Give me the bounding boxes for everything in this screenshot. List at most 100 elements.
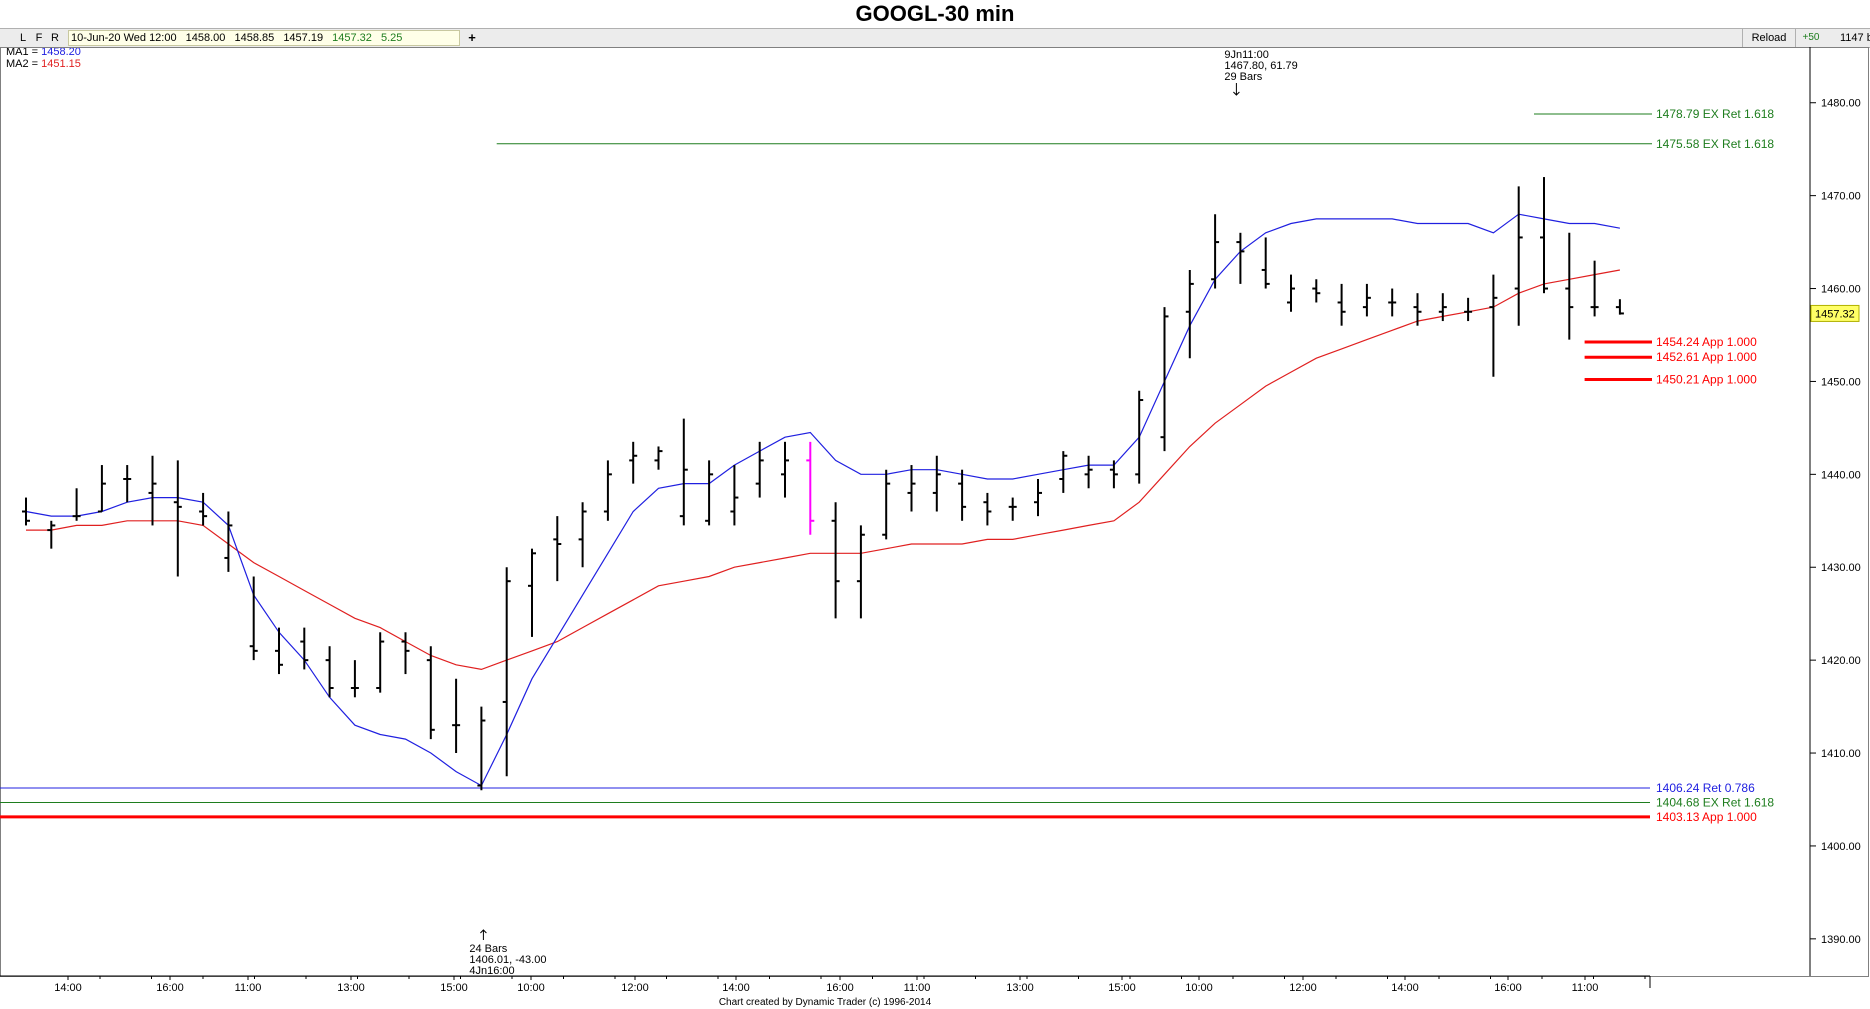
ohlc-bar: [452, 678, 461, 754]
ohlc-bar: [1489, 274, 1498, 377]
ohlc-bar: [1008, 497, 1017, 521]
ohlc-bar: [781, 441, 789, 498]
y-tick-label: 1440.00: [1821, 469, 1861, 481]
ohlc-bar: [654, 446, 663, 470]
x-tick-label: 13:00: [1006, 982, 1034, 994]
x-tick-label: 10:00: [517, 982, 545, 994]
swing-high-annotation-text: 9Jn11:00: [1224, 49, 1268, 61]
ma1-legend: MA1 = 1458.20: [6, 46, 81, 58]
last-price-box: [1810, 304, 1860, 322]
ohlc-bar: [47, 520, 56, 549]
y-tick-label: 1390.00: [1821, 934, 1861, 946]
ohlc-bar: [730, 465, 739, 526]
ohlc-bar: [755, 441, 764, 498]
ohlc-bar: [350, 660, 359, 698]
level-label: 1478.79 EX Ret 1.618: [1656, 107, 1774, 121]
quote-high: 1458.85: [234, 32, 275, 44]
quote-close: 1457.32: [332, 32, 372, 44]
quote-date: 10-Jun-20 Wed 12:00: [71, 32, 177, 44]
y-tick-label: 1420.00: [1821, 655, 1861, 667]
ohlc-bar: [932, 455, 941, 512]
swing-high-annotation-text: 1467.80, 61.79: [1224, 60, 1297, 72]
quote-open: 1458.00: [185, 32, 226, 44]
ohlc-bar: [1337, 283, 1346, 326]
ohlc-bar: [401, 632, 410, 675]
down-arrow-icon: [1233, 83, 1240, 96]
ohlc-bar: [1034, 478, 1042, 517]
ohlc-bar: [983, 492, 992, 526]
chart-footer: Chart created by Dynamic Trader (c) 1996…: [718, 997, 932, 1008]
x-tick-label: 12:00: [1289, 982, 1317, 994]
ohlc-bar: [426, 646, 435, 740]
ohlc-bar: [1565, 232, 1574, 340]
ohlc-bar: [173, 460, 182, 577]
ohlc-bar: [249, 576, 258, 661]
ohlc-bar: [578, 502, 587, 568]
x-tick-label: 11:00: [904, 982, 931, 994]
ohlc-bar: [300, 627, 309, 670]
ohlc-bar: [528, 548, 536, 637]
x-tick-label: 11:00: [1572, 982, 1599, 994]
x-tick-label: 12:00: [621, 982, 649, 994]
add-button[interactable]: +: [468, 30, 476, 45]
ohlc-bar: [1590, 260, 1599, 317]
ohlc-bar: [1388, 288, 1397, 317]
ohlc-bar: [705, 460, 714, 526]
ohlc-bar: [958, 469, 967, 521]
ohlc-bar: [1514, 186, 1523, 326]
x-tick-label: 15:00: [440, 982, 468, 994]
ohlc-bar: [477, 706, 486, 791]
ohlc-bar: [72, 488, 81, 521]
ohlc-bar: [1185, 269, 1194, 359]
reload-button[interactable]: Reload: [1742, 29, 1796, 47]
y-tick-label: 1480.00: [1821, 98, 1861, 110]
x-tick-label: 14:00: [54, 982, 82, 994]
up-arrow-icon: [480, 929, 487, 940]
y-tick-label: 1470.00: [1821, 191, 1861, 203]
ma2-label: MA2 =: [6, 58, 42, 70]
ohlc-bar: [856, 525, 865, 619]
level-label: 1452.61 App 1.000: [1656, 350, 1757, 364]
ohlc-bar: [907, 465, 916, 512]
x-tick-label: 14:00: [1391, 982, 1419, 994]
ohlc-bar: [22, 497, 30, 526]
ohlc-bar: [1438, 293, 1447, 322]
y-tick-label: 1400.00: [1821, 841, 1861, 853]
ohlc-bar: [1109, 460, 1118, 489]
quote-box: 10-Jun-20 Wed 12:00 1458.00 1458.85 1457…: [68, 30, 460, 46]
level-label: 1450.21 App 1.000: [1656, 372, 1757, 386]
y-tick-label: 1460.00: [1821, 284, 1861, 296]
ma1-line: [25, 213, 1621, 787]
ohlc-bar: [1084, 455, 1093, 489]
ohlc-bar: [1615, 299, 1624, 315]
ma1-label: MA1 =: [6, 46, 42, 58]
ma2-line: [26, 269, 1621, 671]
ohlc-bar: [679, 418, 688, 526]
level-label: 1403.13 App 1.000: [1656, 810, 1757, 824]
y-tick-label: 1410.00: [1821, 748, 1861, 760]
ohlc-bar: [1540, 177, 1548, 294]
bar-count: 1147 bar: [1840, 32, 1870, 44]
level-label: 1406.24 Ret 0.786: [1656, 781, 1755, 795]
swing-low-annotation-text: 24 Bars: [469, 943, 507, 955]
ohlc-bar: [553, 516, 562, 582]
level-label: 1454.24 App 1.000: [1656, 335, 1757, 349]
ohlc-bar: [1236, 232, 1245, 284]
ohlc-bar: [1211, 214, 1220, 289]
ohlc-bar: [1287, 274, 1295, 312]
ohlc-bar: [224, 511, 233, 572]
step-button[interactable]: +50: [1802, 32, 1820, 43]
ohlc-bar: [199, 492, 208, 526]
ohlc-bar: [1160, 307, 1169, 452]
toolbar-l-button[interactable]: L: [19, 32, 27, 44]
ohlc-bar: [831, 502, 840, 619]
x-tick-label: 16:00: [156, 982, 184, 994]
x-tick-label: 13:00: [337, 982, 365, 994]
chart-title: GOOGL-30 min: [855, 1, 1015, 26]
toolbar-f-button[interactable]: F: [35, 32, 43, 44]
quote-change: 5.25: [380, 32, 403, 44]
toolbar-r-button[interactable]: R: [51, 32, 59, 44]
ohlc-bar: [376, 632, 385, 693]
last-price-label: 1457.32: [1815, 308, 1855, 320]
ohlc-bar: [629, 441, 638, 484]
